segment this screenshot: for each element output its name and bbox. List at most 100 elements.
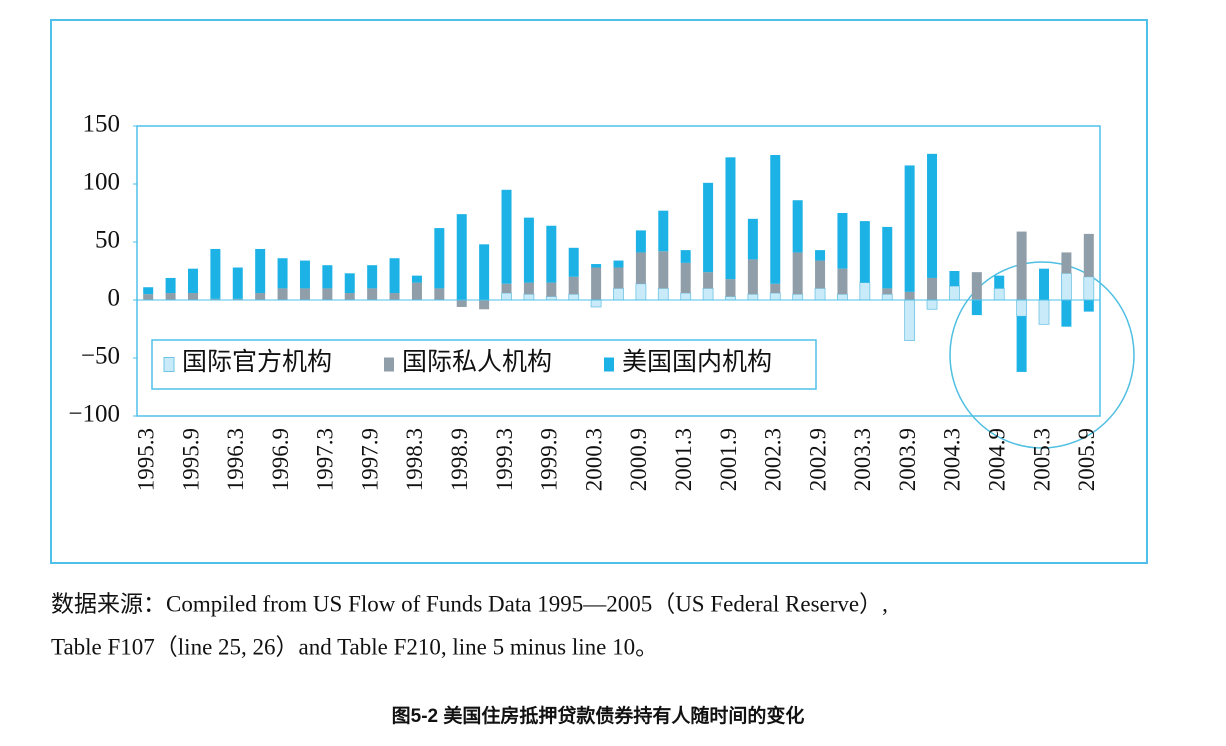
x-tick-label: 2001.9 [716, 428, 741, 491]
bar-segment [389, 258, 400, 294]
bar-segment [658, 251, 669, 289]
bar-segment [635, 230, 646, 253]
bar-segment [613, 260, 624, 268]
x-tick-label: 2005.9 [1074, 428, 1099, 491]
x-tick-label: 1996.9 [268, 428, 293, 491]
legend-swatch [604, 357, 614, 372]
bar-segment [456, 300, 467, 307]
x-tick-label: 1998.9 [447, 428, 472, 491]
bar-segment [210, 248, 221, 299]
source-line: Table F107（line 25, 26）and Table F210, l… [51, 634, 658, 659]
bar-segment [1083, 300, 1094, 312]
source-line: 数据来源：Compiled from US Flow of Funds Data… [51, 591, 888, 616]
bar-segment [210, 298, 221, 300]
bar-segment [1039, 268, 1050, 300]
x-tick-label: 2004.9 [985, 428, 1010, 491]
bar-segment [792, 252, 803, 295]
bar-segment [232, 267, 243, 299]
legend-label: 国际官方机构 [182, 348, 332, 376]
bar-segment [501, 283, 512, 294]
x-tick-label: 2001.3 [671, 428, 696, 491]
bar-segment [143, 294, 154, 300]
bar-segment [523, 217, 534, 283]
x-tick-label: 1997.9 [357, 428, 382, 491]
bar-segment [367, 288, 378, 300]
bar-segment [635, 283, 647, 301]
bar-segment [545, 296, 557, 301]
y-tick-label: 100 [83, 169, 121, 196]
bar-segment [546, 282, 557, 297]
bar-segment [680, 250, 691, 263]
bar-segment [770, 283, 781, 294]
bar-segment [815, 250, 826, 261]
bar-segment [1016, 299, 1028, 317]
bar-segment [1061, 300, 1072, 327]
bar-segment [904, 165, 915, 292]
bar-segment [949, 271, 960, 287]
bar-segment [187, 268, 198, 294]
legend-label: 国际私人机构 [402, 348, 552, 376]
bar-segment [1016, 231, 1027, 300]
bar-segment [591, 267, 602, 300]
bar-segment [904, 291, 915, 300]
bar-segment [680, 262, 691, 294]
x-tick-label: 2000.3 [581, 428, 606, 491]
bar-segment [658, 210, 669, 252]
plot-area [136, 125, 1101, 417]
x-tick-label: 2002.3 [761, 428, 786, 491]
bar-segment [747, 259, 758, 295]
y-tick-label: −50 [81, 343, 120, 370]
bar-segment [367, 265, 378, 289]
bar-segment [1038, 299, 1050, 325]
bar-segment [501, 189, 512, 284]
bar-segment [1016, 316, 1027, 372]
bar-segment [165, 277, 176, 294]
bar-segment [501, 292, 512, 301]
bar-segment [769, 292, 781, 301]
bar-segment [725, 279, 736, 297]
bar-segment [255, 248, 266, 294]
bar-segment [344, 293, 355, 300]
bar-segment [434, 288, 445, 300]
bar-segment [814, 287, 826, 301]
x-tick-label: 1995.3 [133, 428, 158, 491]
x-tick-label: 1999.3 [492, 428, 517, 491]
x-tick-label: 1996.3 [223, 428, 248, 491]
x-tick-label: 1995.9 [178, 428, 203, 491]
bar-segment [993, 287, 1005, 301]
bar-segment [792, 200, 803, 253]
bar-segment [568, 247, 579, 277]
bar-segment [590, 299, 602, 308]
bar-segment [837, 268, 848, 295]
bar-segment [881, 293, 893, 301]
y-tick-label: −100 [68, 401, 120, 428]
y-tick-label: 150 [83, 111, 121, 138]
frame [50, 19, 1148, 564]
bar-segment [143, 287, 154, 295]
highlight-circle [949, 261, 1135, 449]
bar-segment [1061, 272, 1072, 301]
bar-segment [523, 282, 534, 295]
bar-segment [568, 293, 580, 301]
bar-segment [255, 293, 266, 300]
y-tick-label: 0 [108, 285, 121, 312]
bar-segment [703, 182, 714, 273]
bar-segment [747, 293, 759, 301]
bar-segment [344, 273, 355, 294]
bar-segment [702, 287, 714, 301]
bar-segment [613, 267, 624, 289]
bar-segment [703, 272, 714, 289]
bar-segment [770, 155, 781, 284]
bar-segment [882, 288, 893, 295]
bar-segment [747, 218, 758, 260]
bar-segment [322, 288, 333, 300]
bar-segment [389, 293, 400, 300]
bar-segment [859, 221, 870, 283]
bar-segment [165, 293, 176, 300]
x-tick-label: 2000.9 [626, 428, 651, 491]
bar-segment [411, 275, 422, 283]
bar-segment [949, 285, 960, 301]
bar-segment [837, 293, 848, 301]
